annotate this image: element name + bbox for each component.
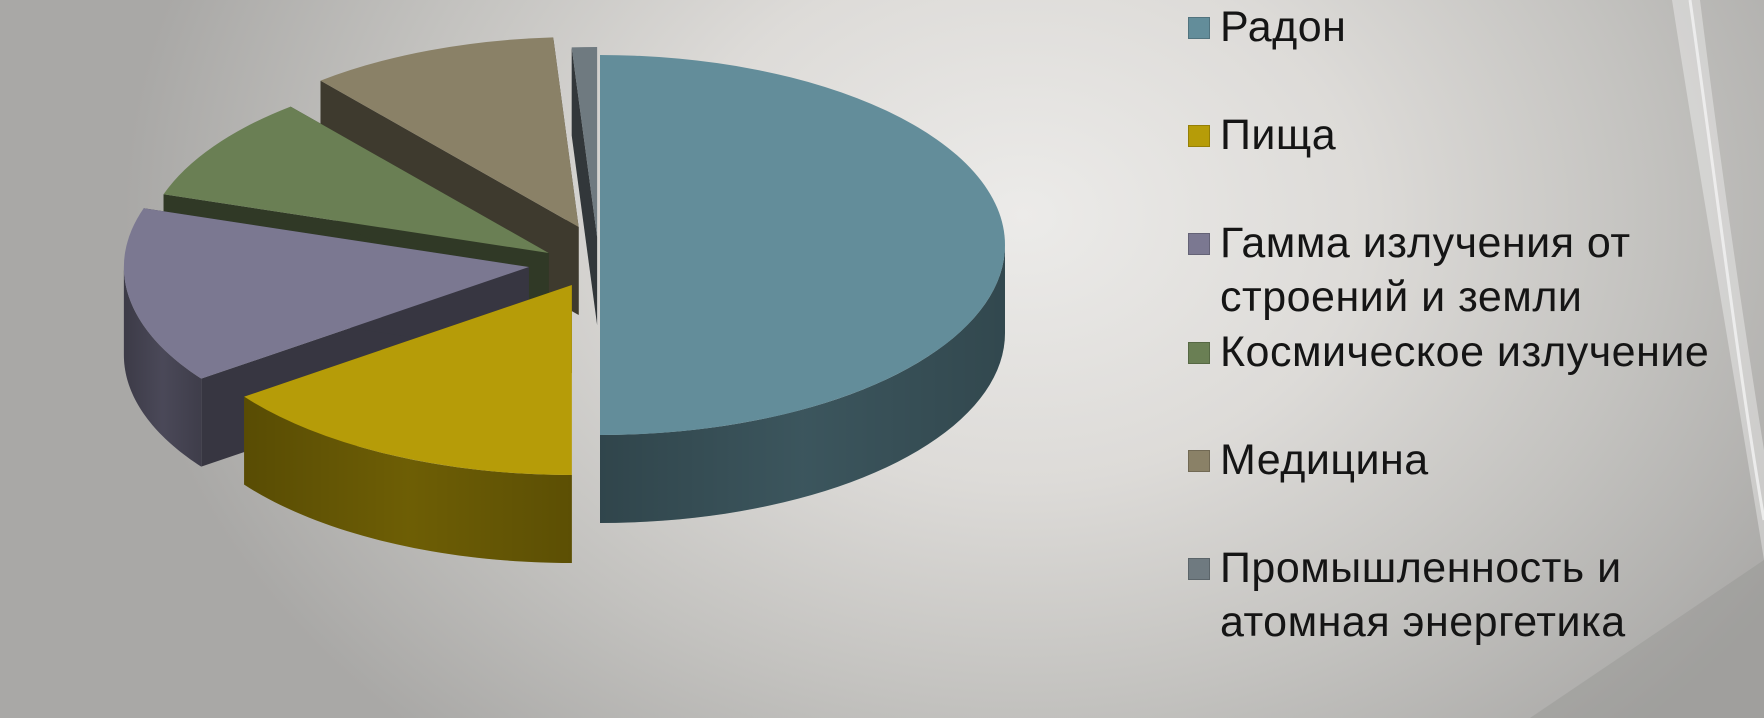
legend-item-cosmic: Космическое излучение	[1188, 325, 1709, 379]
pie-slice-industry	[571, 47, 598, 326]
legend-swatch-medicine	[1188, 450, 1210, 472]
legend-label-radon: Радон	[1220, 3, 1347, 51]
legend-item-industry: Промышленность и атомная энергетика	[1188, 541, 1626, 649]
legend-item-medicine: Медицина	[1188, 433, 1429, 487]
legend-label-food: Пища	[1220, 111, 1337, 159]
legend-label-industry: Промышленность и атомная энергетика	[1220, 544, 1626, 646]
legend-item-gamma: Гамма излучения от строений и земли	[1188, 216, 1631, 324]
pie-slice-food	[244, 285, 572, 563]
legend-label-gamma: Гамма излучения от строений и земли	[1220, 219, 1631, 321]
legend-swatch-gamma	[1188, 233, 1210, 255]
pie-slice-radon	[600, 55, 1005, 523]
legend-swatch-radon	[1188, 17, 1210, 39]
legend-label-cosmic: Космическое излучение	[1220, 328, 1710, 376]
pie-chart	[123, 37, 1005, 563]
legend-item-radon: Радон	[1188, 0, 1346, 54]
legend-swatch-industry	[1188, 558, 1210, 580]
legend-label-medicine: Медицина	[1220, 436, 1429, 484]
legend-swatch-food	[1188, 125, 1210, 147]
legend-swatch-cosmic	[1188, 342, 1210, 364]
chart-legend: Радон Пища Гамма излучения от строений и…	[1188, 0, 1764, 718]
legend-item-food: Пища	[1188, 108, 1336, 162]
